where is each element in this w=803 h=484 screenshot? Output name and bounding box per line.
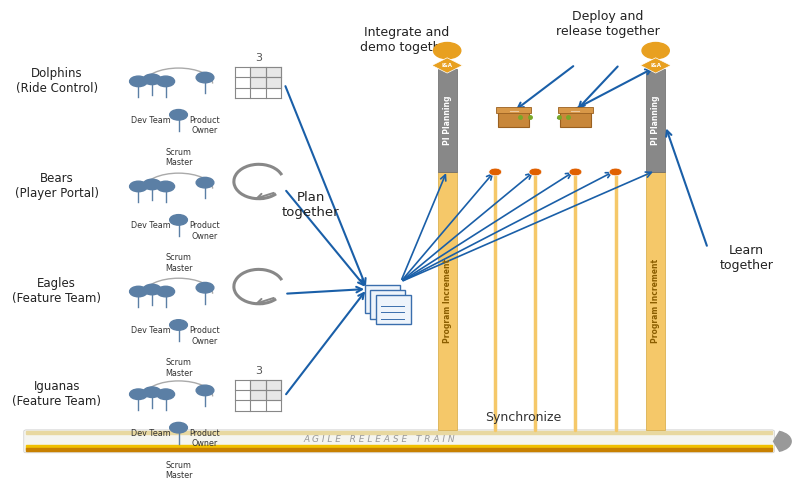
Circle shape	[433, 43, 460, 59]
Bar	[265, 380, 281, 390]
Circle shape	[196, 72, 214, 83]
FancyBboxPatch shape	[498, 111, 528, 127]
Circle shape	[157, 286, 174, 297]
Text: Learn
together: Learn together	[719, 244, 772, 272]
Circle shape	[196, 385, 214, 396]
Bar	[265, 77, 281, 88]
Circle shape	[169, 423, 187, 433]
Circle shape	[129, 181, 147, 192]
FancyBboxPatch shape	[560, 111, 590, 127]
Circle shape	[196, 283, 214, 293]
FancyBboxPatch shape	[495, 107, 531, 113]
Circle shape	[129, 76, 147, 87]
Bar	[265, 390, 281, 400]
Circle shape	[642, 43, 668, 59]
Circle shape	[196, 177, 214, 188]
Bar	[437, 172, 456, 430]
Text: PI Planning: PI Planning	[442, 96, 451, 145]
Text: 3: 3	[255, 366, 262, 376]
Text: Product
Owner: Product Owner	[190, 221, 220, 241]
Circle shape	[488, 168, 501, 176]
Bar	[250, 77, 265, 88]
Text: Deploy and
release together: Deploy and release together	[555, 10, 658, 38]
FancyBboxPatch shape	[557, 107, 593, 113]
FancyBboxPatch shape	[375, 295, 410, 324]
Circle shape	[569, 168, 581, 176]
Text: Scrum
Master: Scrum Master	[165, 358, 192, 378]
Bar	[437, 69, 456, 172]
Text: Dev Team: Dev Team	[130, 221, 170, 230]
Circle shape	[609, 168, 622, 176]
Circle shape	[169, 214, 187, 225]
Text: Program Increment: Program Increment	[650, 259, 659, 343]
Bar	[250, 380, 265, 390]
Text: Iguanas
(Feature Team): Iguanas (Feature Team)	[12, 380, 101, 408]
Circle shape	[157, 181, 174, 192]
FancyBboxPatch shape	[369, 290, 405, 318]
Text: I&A: I&A	[650, 63, 660, 68]
Text: Dolphins
(Ride Control): Dolphins (Ride Control)	[15, 67, 98, 95]
Circle shape	[143, 284, 161, 295]
Circle shape	[169, 109, 187, 120]
Text: A G I L E   R E L E A S E   T R A I N: A G I L E R E L E A S E T R A I N	[303, 435, 454, 444]
Bar	[26, 445, 771, 450]
Text: I&A: I&A	[441, 63, 452, 68]
Text: 3: 3	[255, 53, 262, 63]
Text: Scrum
Master: Scrum Master	[165, 461, 192, 480]
Circle shape	[528, 168, 541, 176]
Bar	[250, 67, 265, 77]
Bar	[265, 67, 281, 77]
Circle shape	[129, 389, 147, 399]
Bar	[26, 448, 771, 451]
Circle shape	[143, 387, 161, 397]
Text: Product
Owner: Product Owner	[190, 116, 220, 136]
Polygon shape	[431, 58, 462, 73]
FancyBboxPatch shape	[24, 430, 773, 453]
Text: Bears
(Player Portal): Bears (Player Portal)	[14, 172, 99, 200]
Text: PI Planning: PI Planning	[650, 96, 659, 145]
Text: Dev Team: Dev Team	[130, 116, 170, 125]
Circle shape	[129, 286, 147, 297]
FancyBboxPatch shape	[364, 285, 399, 313]
Bar	[250, 390, 265, 400]
Text: Eagles
(Feature Team): Eagles (Feature Team)	[12, 277, 101, 305]
Text: Dev Team: Dev Team	[130, 429, 170, 438]
Text: Product
Owner: Product Owner	[190, 429, 220, 448]
Circle shape	[157, 389, 174, 399]
Circle shape	[157, 76, 174, 87]
Wedge shape	[772, 431, 790, 451]
Text: Integrate and
demo together: Integrate and demo together	[360, 26, 453, 54]
Text: Scrum
Master: Scrum Master	[165, 253, 192, 272]
Circle shape	[143, 179, 161, 190]
Bar	[646, 172, 664, 430]
Bar	[26, 431, 771, 434]
Text: Plan
together: Plan together	[282, 191, 339, 219]
Text: Program Increment: Program Increment	[442, 259, 451, 343]
Bar	[646, 69, 664, 172]
Polygon shape	[640, 58, 670, 73]
Text: Dev Team: Dev Team	[130, 326, 170, 335]
Circle shape	[169, 320, 187, 330]
Text: Product
Owner: Product Owner	[190, 326, 220, 346]
Circle shape	[143, 74, 161, 85]
Text: Synchronize: Synchronize	[485, 411, 560, 424]
Text: Scrum
Master: Scrum Master	[165, 148, 192, 167]
